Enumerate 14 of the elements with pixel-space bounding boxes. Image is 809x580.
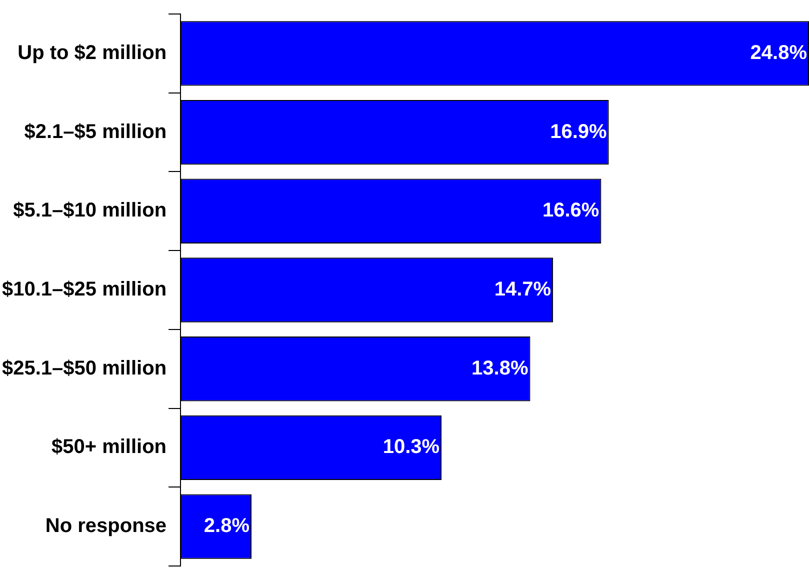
data-label: 16.6% (542, 200, 600, 222)
data-label: 10.3% (382, 436, 440, 458)
data-label: 13.8% (472, 357, 528, 380)
data-label: 14.7% (494, 278, 552, 301)
y-tick-label: $2.1–$5 million (24, 120, 167, 143)
y-tick-label: $10.1–$25 million (2, 278, 167, 301)
y-tick-label: Up to $2 million (18, 42, 167, 64)
y-tick-label: $50+ million (51, 436, 167, 458)
y-tick-label: $25.1–$50 million (2, 357, 167, 380)
data-label: 16.9% (550, 120, 608, 143)
data-label: 2.8% (204, 515, 250, 538)
y-tick-label: $5.1–$10 million (13, 200, 167, 222)
y-tick-label: No response (45, 515, 167, 538)
data-label: 24.8% (750, 42, 808, 64)
